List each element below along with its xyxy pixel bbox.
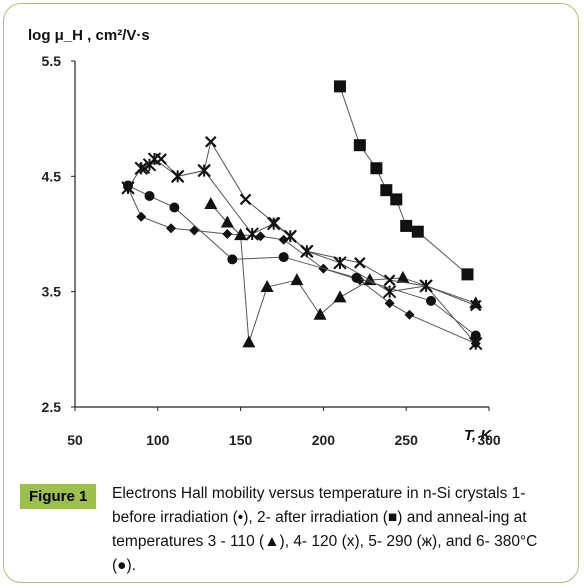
data-point [205, 135, 217, 148]
series-3 [204, 197, 483, 348]
data-point [313, 307, 327, 320]
series-5 [121, 152, 483, 351]
data-point [384, 298, 395, 309]
data-point [370, 162, 383, 175]
data-point [166, 223, 177, 234]
data-point [234, 228, 248, 241]
figure-label: Figure 1 [20, 484, 97, 509]
data-point [122, 180, 133, 191]
figure-frame [3, 3, 579, 583]
x-tick-label: 200 [312, 432, 336, 448]
data-point [278, 234, 289, 245]
data-point [189, 225, 200, 236]
series-4 [138, 135, 482, 312]
data-point [170, 169, 185, 184]
data-point [404, 309, 415, 320]
x-tick-label: 250 [395, 432, 419, 448]
data-point [283, 229, 297, 244]
data-point [470, 330, 481, 341]
y-tick-label: 3.5 [42, 284, 62, 300]
x-axis-label: T, K [464, 427, 492, 444]
series-6 [122, 180, 481, 341]
data-point [469, 296, 483, 309]
data-point [390, 193, 403, 206]
x-tick-label: 50 [67, 432, 83, 448]
data-point [426, 295, 437, 306]
data-point [333, 80, 346, 93]
data-point [204, 197, 218, 210]
data-point [278, 252, 289, 263]
data-point [290, 273, 304, 286]
x-tick-label: 300 [477, 432, 501, 448]
data-point [351, 272, 362, 283]
data-point [400, 219, 413, 232]
data-point [242, 335, 256, 348]
data-point [396, 270, 410, 283]
series-line [127, 185, 477, 336]
series-layer [121, 80, 483, 351]
data-point [380, 184, 393, 197]
data-point [134, 161, 148, 175]
data-point [136, 211, 147, 222]
y-tick-label: 5.5 [42, 53, 62, 69]
data-point [260, 280, 274, 293]
series-line [127, 187, 476, 345]
data-point [239, 193, 252, 206]
data-point [197, 163, 211, 178]
data-point [469, 299, 482, 312]
series-line [210, 203, 476, 343]
y-tick-label: 2.5 [42, 399, 62, 415]
data-point [267, 216, 281, 231]
data-point [144, 190, 155, 201]
x-tick-label: 100 [146, 432, 170, 448]
data-point [333, 290, 347, 303]
y-axis-label: log μ_H , cm²/V·s [28, 27, 150, 44]
data-point [169, 202, 180, 213]
data-point [255, 231, 266, 242]
data-point [411, 225, 424, 238]
series-2 [333, 80, 474, 281]
data-point [419, 279, 433, 293]
data-point [354, 257, 366, 269]
chart-area: log μ_H , cm²/V·s T, K 50 100 150 200 250 300… [28, 27, 501, 448]
data-point [147, 152, 162, 166]
caption-text: Electrons Hall mobility versus temperatu… [112, 485, 538, 574]
data-point [222, 229, 233, 239]
data-point [333, 256, 347, 270]
axes [71, 60, 490, 411]
data-point [220, 215, 234, 228]
series-line [339, 86, 468, 275]
data-point [382, 284, 397, 299]
y-tick-label: 4.5 [42, 168, 62, 184]
series-1 [122, 182, 481, 349]
data-point [300, 244, 314, 259]
x-tick-label: 150 [229, 432, 253, 448]
data-point [383, 274, 396, 286]
series-line [127, 158, 477, 344]
data-point [353, 139, 366, 152]
tick-labels: 50 100 150 200 250 300 2.5 3.5 4.5 5.5 [42, 53, 501, 448]
data-point [227, 254, 238, 265]
data-point [245, 227, 259, 241]
data-point [461, 268, 474, 281]
